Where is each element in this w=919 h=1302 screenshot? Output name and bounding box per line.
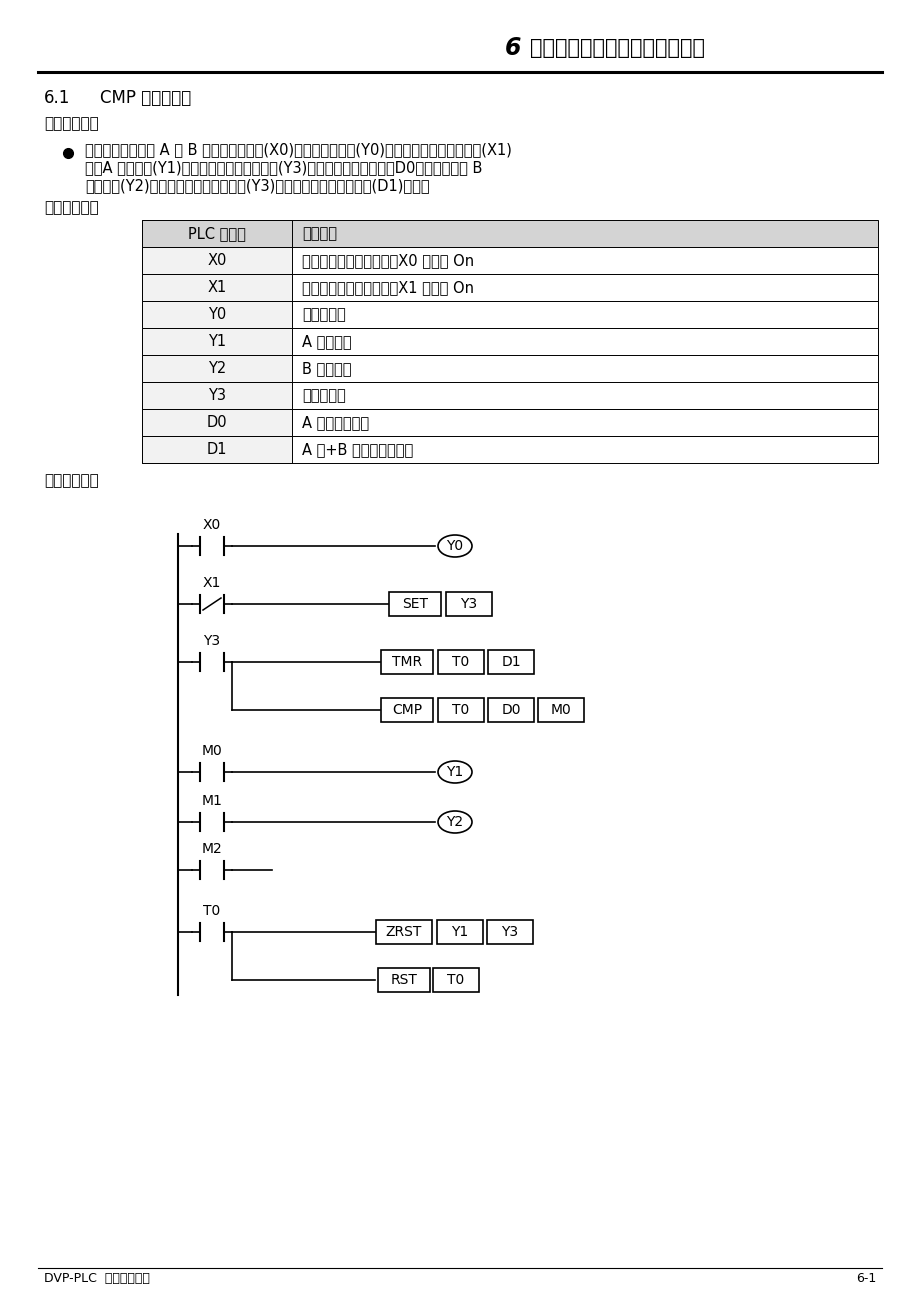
Bar bbox=[142, 273, 877, 301]
Ellipse shape bbox=[437, 535, 471, 557]
Text: 【控制程序】: 【控制程序】 bbox=[44, 474, 98, 488]
Bar bbox=[142, 409, 291, 436]
Text: 6: 6 bbox=[505, 36, 521, 60]
Text: Y1: Y1 bbox=[446, 766, 463, 779]
Text: RST: RST bbox=[391, 973, 417, 987]
Text: 6.1: 6.1 bbox=[44, 89, 70, 107]
Text: T0: T0 bbox=[447, 973, 464, 987]
Text: Y1: Y1 bbox=[208, 335, 226, 349]
Text: A 料出口阀: A 料出口阀 bbox=[301, 335, 351, 349]
Text: 控制说明: 控制说明 bbox=[301, 227, 336, 241]
Bar bbox=[142, 355, 877, 381]
Bar bbox=[437, 698, 483, 723]
Bar bbox=[142, 436, 877, 464]
Bar bbox=[142, 328, 291, 355]
Text: T0: T0 bbox=[452, 655, 469, 669]
Text: ZRST: ZRST bbox=[385, 924, 422, 939]
Text: DVP-PLC  应用技术手册: DVP-PLC 应用技术手册 bbox=[44, 1272, 150, 1285]
Bar bbox=[142, 220, 877, 247]
Bar bbox=[378, 967, 429, 992]
Text: Y3: Y3 bbox=[460, 598, 477, 611]
Text: A 料送料的时间: A 料送料的时间 bbox=[301, 415, 369, 430]
Text: SET: SET bbox=[402, 598, 427, 611]
Text: T0: T0 bbox=[452, 703, 469, 717]
Bar bbox=[376, 921, 432, 944]
Text: M0: M0 bbox=[201, 743, 222, 758]
Text: 加工启动开关，按下时，X1 状态为 On: 加工启动开关，按下时，X1 状态为 On bbox=[301, 280, 473, 296]
Text: M2: M2 bbox=[201, 842, 222, 855]
Bar bbox=[538, 698, 584, 723]
Text: D1: D1 bbox=[501, 655, 520, 669]
Text: T0: T0 bbox=[203, 904, 221, 918]
Bar bbox=[142, 409, 877, 436]
Text: TMR: TMR bbox=[391, 655, 422, 669]
Text: Y2: Y2 bbox=[208, 361, 226, 376]
Text: X0: X0 bbox=[207, 253, 226, 268]
Text: PLC 软元件: PLC 软元件 bbox=[187, 227, 245, 241]
Text: D0: D0 bbox=[207, 415, 227, 430]
Bar bbox=[142, 273, 291, 301]
Bar bbox=[142, 381, 877, 409]
Bar bbox=[486, 921, 532, 944]
Text: 后，A 料控制阀(Y1)开始送料，且搨拌器电机(Y3)开始转动，设置时间（D0）到达后换由 B: 后，A 料控制阀(Y1)开始送料，且搨拌器电机(Y3)开始转动，设置时间（D0）… bbox=[85, 160, 482, 176]
Bar bbox=[433, 967, 479, 992]
Text: X1: X1 bbox=[207, 280, 226, 296]
Bar bbox=[142, 436, 291, 464]
Text: X0: X0 bbox=[203, 518, 221, 533]
Bar bbox=[142, 301, 291, 328]
Text: D1: D1 bbox=[207, 441, 227, 457]
Text: Y0: Y0 bbox=[446, 539, 463, 553]
Text: A 料+B 料送料的总时间: A 料+B 料送料的总时间 bbox=[301, 441, 413, 457]
Text: Y3: Y3 bbox=[501, 924, 518, 939]
Text: Y1: Y1 bbox=[451, 924, 468, 939]
Text: CMP: CMP bbox=[391, 703, 422, 717]
Text: Y2: Y2 bbox=[446, 815, 463, 829]
Text: 系统启动灯: 系统启动灯 bbox=[301, 307, 346, 322]
Bar bbox=[142, 220, 291, 247]
Bar bbox=[487, 650, 533, 674]
Ellipse shape bbox=[437, 811, 471, 833]
Text: 系统启动开关，按下时，X0 状态为 On: 系统启动开关，按下时，X0 状态为 On bbox=[301, 253, 473, 268]
Bar bbox=[389, 592, 440, 616]
Text: CMP 原料渗混机: CMP 原料渗混机 bbox=[100, 89, 191, 107]
Bar bbox=[380, 698, 433, 723]
Text: Y0: Y0 bbox=[208, 307, 226, 322]
Ellipse shape bbox=[437, 760, 471, 783]
Text: 有一原料渗混机有 A 及 B 料，当系统启动(X0)后，系统启动灯(Y0)亮，当按下加工启动开关(X1): 有一原料渗混机有 A 及 B 料，当系统启动(X0)后，系统启动灯(Y0)亮，当… bbox=[85, 142, 511, 158]
Bar bbox=[487, 698, 533, 723]
Text: 应用指令传送比较控制设计范例: 应用指令传送比较控制设计范例 bbox=[529, 38, 704, 59]
Text: 【控制要求】: 【控制要求】 bbox=[44, 116, 98, 132]
Text: B 料出口阀: B 料出口阀 bbox=[301, 361, 351, 376]
Bar bbox=[142, 328, 877, 355]
Bar bbox=[142, 247, 877, 273]
Text: D0: D0 bbox=[501, 703, 520, 717]
Bar bbox=[380, 650, 433, 674]
Text: 搨拌器电机: 搨拌器电机 bbox=[301, 388, 346, 404]
Bar bbox=[437, 650, 483, 674]
Bar bbox=[446, 592, 492, 616]
Text: M1: M1 bbox=[201, 794, 222, 809]
Text: 料控制阀(Y2)开始送料，且搨拌器电机(Y3)持续转动，直到工作时间(D1)到达。: 料控制阀(Y2)开始送料，且搨拌器电机(Y3)持续转动，直到工作时间(D1)到达… bbox=[85, 178, 429, 194]
Bar bbox=[437, 921, 482, 944]
Bar bbox=[142, 301, 877, 328]
Text: Y3: Y3 bbox=[208, 388, 226, 404]
Bar bbox=[142, 381, 291, 409]
Text: 6-1: 6-1 bbox=[855, 1272, 875, 1285]
Text: X1: X1 bbox=[202, 575, 221, 590]
Text: 【元件说明】: 【元件说明】 bbox=[44, 201, 98, 216]
Text: Y3: Y3 bbox=[203, 634, 221, 648]
Text: M0: M0 bbox=[550, 703, 571, 717]
Bar bbox=[142, 247, 291, 273]
Bar bbox=[142, 355, 291, 381]
